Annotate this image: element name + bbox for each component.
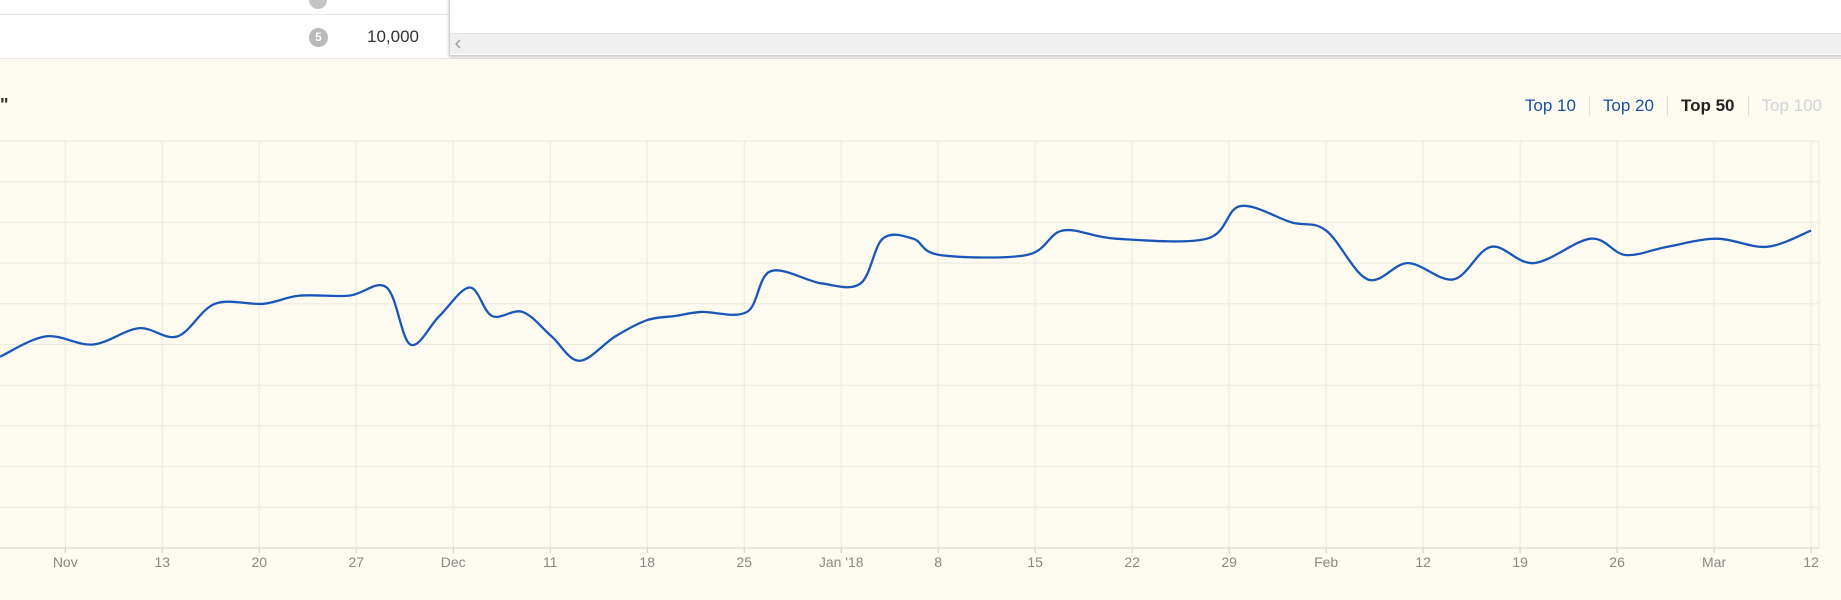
table-area: 5 10,000 xyxy=(0,0,1841,59)
chart-title: " xyxy=(0,95,9,115)
x-tick-label: 27 xyxy=(348,554,364,570)
x-tick-label: Dec xyxy=(441,554,466,570)
x-tick-label: 25 xyxy=(736,554,752,570)
scrollbar[interactable] xyxy=(450,33,1841,54)
x-tick-label: 8 xyxy=(934,554,942,570)
x-tick-label: Feb xyxy=(1314,554,1338,570)
filter-tab[interactable]: Top 100 xyxy=(1747,96,1836,116)
x-tick-label: 20 xyxy=(251,554,267,570)
rank-badge: 5 xyxy=(309,28,328,47)
x-tick-label: 22 xyxy=(1124,554,1140,570)
x-tick-label: 12 xyxy=(1803,554,1819,570)
scroll-arrow[interactable] xyxy=(450,34,466,54)
chart: Nov 13 20 27 Dec 11 18 25 Jan '18 8 15 22 29 Feb 12 19 2… xyxy=(0,140,1820,570)
x-tick-label: Jan '18 xyxy=(819,554,864,570)
x-tick-label: 15 xyxy=(1027,554,1043,570)
chart-panel: " Top 10 Top 20 Top 50 Top 100 Nov 13 20 27 Dec… xyxy=(0,59,1841,600)
x-tick-label: Mar xyxy=(1702,554,1726,570)
line-series xyxy=(0,204,1812,362)
filter-tab[interactable]: Top 50 xyxy=(1666,96,1748,116)
filter-tab[interactable]: Top 10 xyxy=(1524,96,1576,115)
x-tick-label: Nov xyxy=(53,554,78,570)
x-tick-label: 26 xyxy=(1609,554,1625,570)
filter-tabs: Top 10 Top 20 Top 50 Top 100 xyxy=(1512,96,1835,116)
x-tick-label: 12 xyxy=(1415,554,1431,570)
popup-panel xyxy=(449,0,1841,56)
row-value: 10,000 xyxy=(367,27,419,46)
filter-tab[interactable]: Top 20 xyxy=(1588,96,1667,116)
x-tick-label: 29 xyxy=(1221,554,1237,570)
x-tick-label: 11 xyxy=(543,554,558,570)
x-tick-label: 18 xyxy=(639,554,655,570)
row-divider xyxy=(0,14,449,15)
x-tick-label: 13 xyxy=(154,554,170,570)
rank-badge xyxy=(309,0,327,9)
x-tick-label: 19 xyxy=(1512,554,1528,570)
